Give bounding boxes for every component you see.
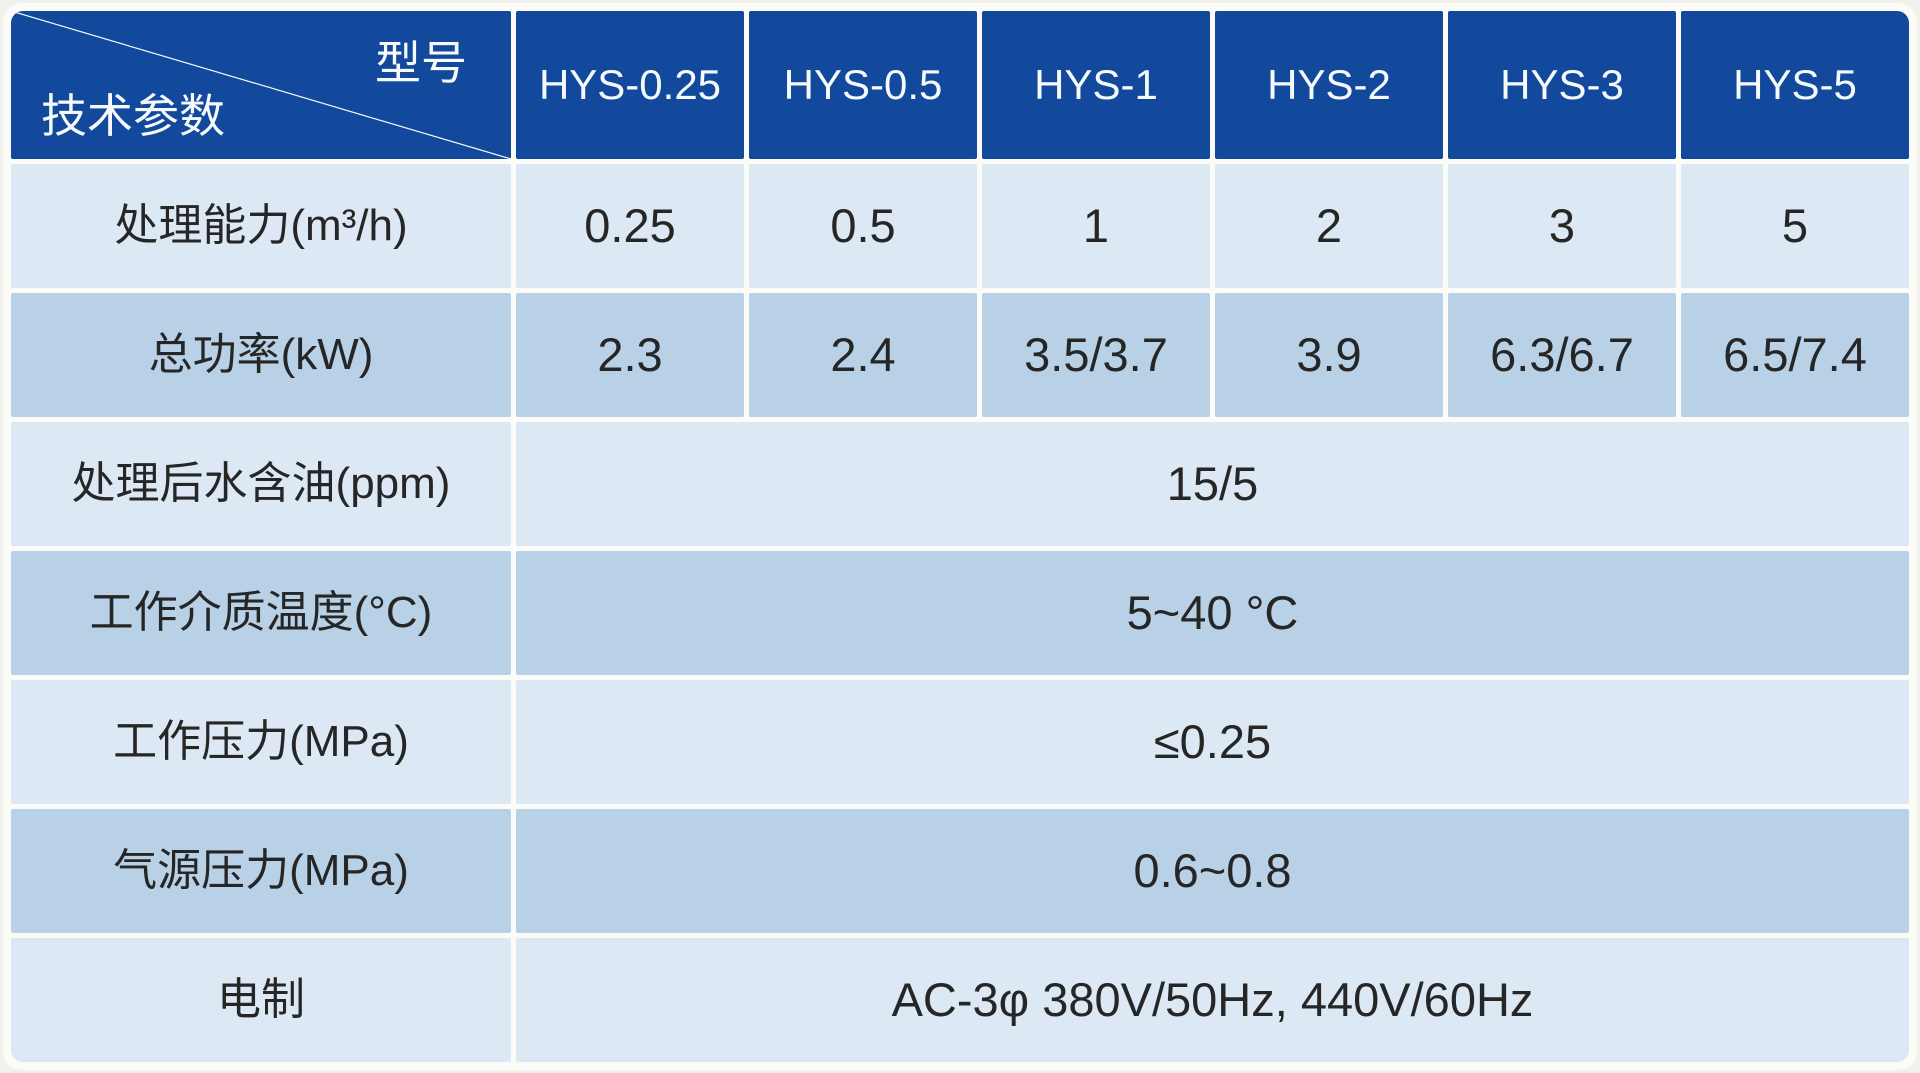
diagonal-divider-line (11, 11, 511, 159)
column-header-hys-2: HYS-2 (1215, 11, 1443, 159)
corner-label-parameters: 技术参数 (41, 90, 225, 143)
row-label-working-pressure: 工作压力(MPa) (11, 680, 511, 804)
table-cell: 0.5 (749, 164, 977, 288)
table-cell: 0.25 (516, 164, 744, 288)
table-cell: 2.3 (516, 293, 744, 417)
table-merged-cell: 5~40 °C (516, 551, 1909, 675)
table-cell: 6.3/6.7 (1448, 293, 1676, 417)
column-header-hys-3: HYS-3 (1448, 11, 1676, 159)
table-cell: 3 (1448, 164, 1676, 288)
table-cell: 2.4 (749, 293, 977, 417)
table-cell: 3.5/3.7 (982, 293, 1210, 417)
spec-table: 型号 技术参数 HYS-0.25 HYS-0.5 HYS-1 HYS-2 HYS… (3, 3, 1917, 1070)
row-label-capacity: 处理能力(m³/h) (11, 164, 511, 288)
table-merged-cell: 0.6~0.8 (516, 809, 1909, 933)
table-merged-cell: AC-3φ 380V/50Hz, 440V/60Hz (516, 938, 1909, 1062)
column-header-hys-5: HYS-5 (1681, 11, 1909, 159)
corner-header-cell: 型号 技术参数 (11, 11, 511, 159)
row-label-medium-temperature: 工作介质温度(°C) (11, 551, 511, 675)
row-label-total-power: 总功率(kW) (11, 293, 511, 417)
row-label-air-supply-pressure: 气源压力(MPa) (11, 809, 511, 933)
table-cell: 5 (1681, 164, 1909, 288)
row-label-electrical-system: 电制 (11, 938, 511, 1062)
column-header-hys-0-25: HYS-0.25 (516, 11, 744, 159)
table-merged-cell: ≤0.25 (516, 680, 1909, 804)
table-cell: 2 (1215, 164, 1443, 288)
column-header-hys-0-5: HYS-0.5 (749, 11, 977, 159)
row-label-oil-content: 处理后水含油(ppm) (11, 422, 511, 546)
table-cell: 3.9 (1215, 293, 1443, 417)
table-merged-cell: 15/5 (516, 422, 1909, 546)
corner-label-model: 型号 (375, 37, 467, 89)
table-cell: 6.5/7.4 (1681, 293, 1909, 417)
table-cell: 1 (982, 164, 1210, 288)
column-header-hys-1: HYS-1 (982, 11, 1210, 159)
